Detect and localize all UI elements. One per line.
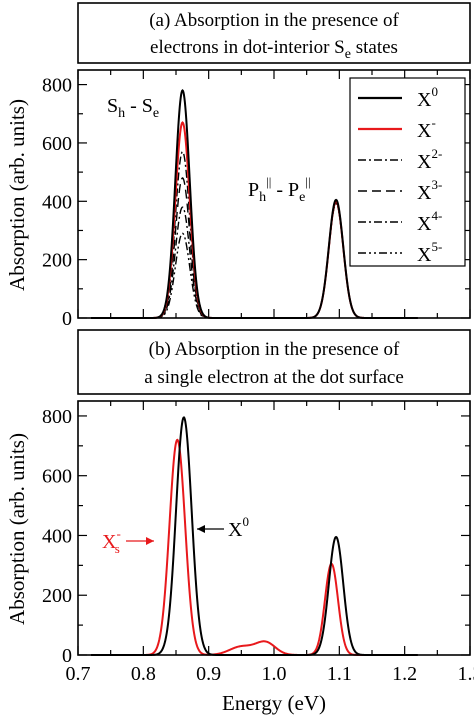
panel-b-xtick-label-5: 1.2 xyxy=(392,663,417,685)
panel-a-ytick-label-1: 200 xyxy=(42,250,72,272)
panel-a-title-end: states xyxy=(351,37,398,58)
panel-a-ytick-label-3: 600 xyxy=(42,133,72,155)
panel-b-series-x0 xyxy=(91,416,418,656)
panel-a-yticks: 0 200 400 600 800 xyxy=(42,75,470,330)
panel-b-annotation-x0: X0 xyxy=(197,514,249,541)
panel-a-legend-label-4: X4- xyxy=(417,208,442,235)
panel-a-plot: Absorption (arb. units) 0 200 400 600 800 Sh… xyxy=(5,69,471,330)
panel-b-frame xyxy=(77,400,471,656)
panel-a-title-box: (a) Absorption in the presence of electr… xyxy=(77,2,471,64)
panel-b-xtick-label-3: 1.0 xyxy=(262,663,287,685)
panel-b-ytick-label-2: 400 xyxy=(42,525,72,547)
panel-b-xtick-label-2: 0.9 xyxy=(196,663,221,685)
panel-b-title-line1: (b) Absorption in the presence of xyxy=(149,339,400,360)
panel-b-xtick-label-4: 1.1 xyxy=(327,663,352,685)
panel-a-frame xyxy=(77,69,471,319)
panel-b-curves xyxy=(91,416,418,656)
panel-a-ytick-label-0: 0 xyxy=(62,308,72,330)
panel-b-ytick-label-0: 0 xyxy=(62,645,72,667)
panel-b-annotation-xs: X-s xyxy=(102,526,154,556)
panel-b-ytick-label-3: 600 xyxy=(42,466,72,488)
panel-b-x0-label: X0 xyxy=(228,514,249,541)
panel-b-xs-label: X-s xyxy=(102,526,121,556)
panel-a-ylabel: Absorption (arb. units) xyxy=(5,99,29,291)
panel-b-xlabel: Energy (eV) xyxy=(222,691,326,715)
panel-b-title-line2: a single electron at the dot surface xyxy=(144,367,404,388)
panel-b-xs-arrowhead xyxy=(146,537,154,545)
panel-b-xtick-label-0: 0.7 xyxy=(66,663,91,685)
panel-a-ytick-label-4: 800 xyxy=(42,75,72,97)
panel-b-ylabel: Absorption (arb. units) xyxy=(5,433,29,625)
panel-a-legend-label-0: X0 xyxy=(417,84,438,111)
panel-a-title-line1: (a) Absorption in the presence of xyxy=(149,10,399,31)
panel-b-ytick-label-4: 800 xyxy=(42,406,72,428)
panel-b-yticks: 0 200 400 600 800 xyxy=(42,406,470,667)
panel-a-legend-box xyxy=(349,77,466,267)
panel-b-ytick-label-1: 200 xyxy=(42,585,72,607)
panel-a-legend-label-2: X2- xyxy=(417,146,442,173)
panel-b-title-box: (b) Absorption in the presence of a sing… xyxy=(77,329,471,395)
panel-b-x0-arrowhead xyxy=(197,525,205,533)
panel-a-annotation-sh-se: Sh - Se xyxy=(107,95,159,121)
panel-a-legend-label-1: X- xyxy=(417,115,436,142)
panel-a-title-frame xyxy=(77,2,471,64)
panel-b-title-frame xyxy=(77,329,471,395)
panel-a-ytick-label-2: 400 xyxy=(42,191,72,213)
panel-a-title-line2: electrons in dot-interior Se states xyxy=(150,37,398,62)
panel-b-plot: Absorption (arb. units) 0 200 400 600 800 0.… xyxy=(5,400,474,715)
panel-a-legend: X0 X- X2- X3- X4- X5- xyxy=(349,77,466,267)
panel-a-title-sub: e xyxy=(345,47,351,62)
panel-a-legend-label-5: X5- xyxy=(417,239,442,266)
panel-b-xtick-label-1: 0.8 xyxy=(131,663,156,685)
panel-a-annotation-ph-pe: Ph|| - Pe|| xyxy=(248,174,311,205)
panel-b-series-xs xyxy=(91,438,418,656)
panel-a-legend-label-3: X3- xyxy=(417,177,442,204)
panel-b-xtick-label-6: 1.3 xyxy=(458,663,474,685)
panel-b-xticks: 0.7 0.8 0.9 1.0 1.1 1.2 1.3 xyxy=(66,401,474,685)
panel-a-title-line2-text: electrons in dot-interior S xyxy=(150,37,345,58)
panel-a-legend-entries: X0 X- X2- X3- X4- X5- xyxy=(358,84,442,266)
